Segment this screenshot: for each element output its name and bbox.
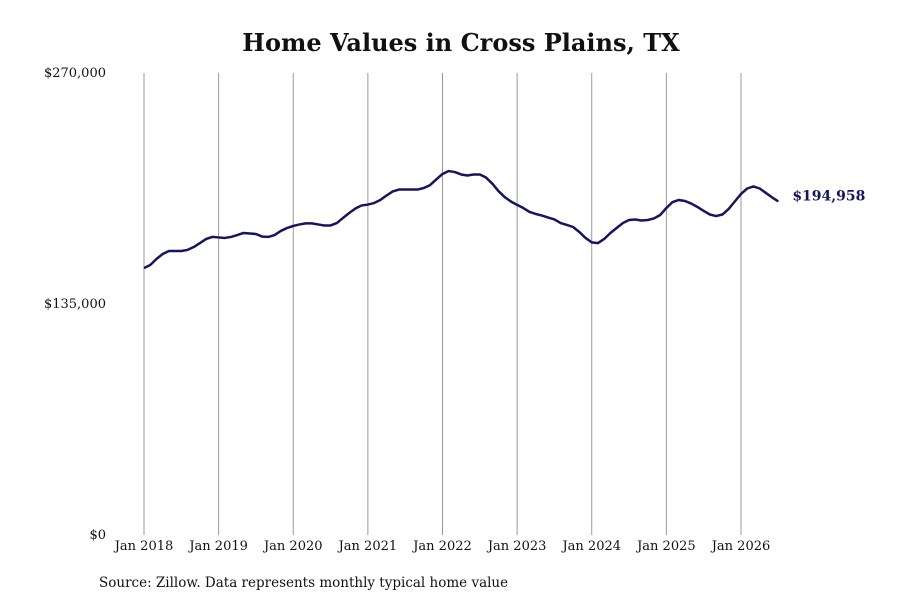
x-tick-label: Jan 2018: [113, 539, 174, 554]
x-tick-label: Jan 2021: [337, 539, 398, 554]
data-line: [143, 169, 779, 270]
x-tick-label: Jan 2022: [411, 539, 472, 554]
value-label: $194,958: [792, 188, 865, 204]
y-tick-label: $270,000: [44, 66, 106, 81]
y-tick-label: $0: [89, 528, 106, 543]
x-tick-label: Jan 2026: [710, 539, 771, 554]
x-tick-label: Jan 2019: [187, 539, 248, 554]
y-tick-label: $135,000: [44, 297, 106, 312]
source-note: Source: Zillow. Data represents monthly …: [99, 575, 508, 591]
x-tick-label: Jan 2023: [486, 539, 547, 554]
x-tick-label: Jan 2020: [262, 539, 323, 554]
x-tick-label: Jan 2024: [560, 539, 621, 554]
chart-title: Home Values in Cross Plains, TX: [242, 28, 680, 57]
x-tick-label: Jan 2025: [635, 539, 696, 554]
